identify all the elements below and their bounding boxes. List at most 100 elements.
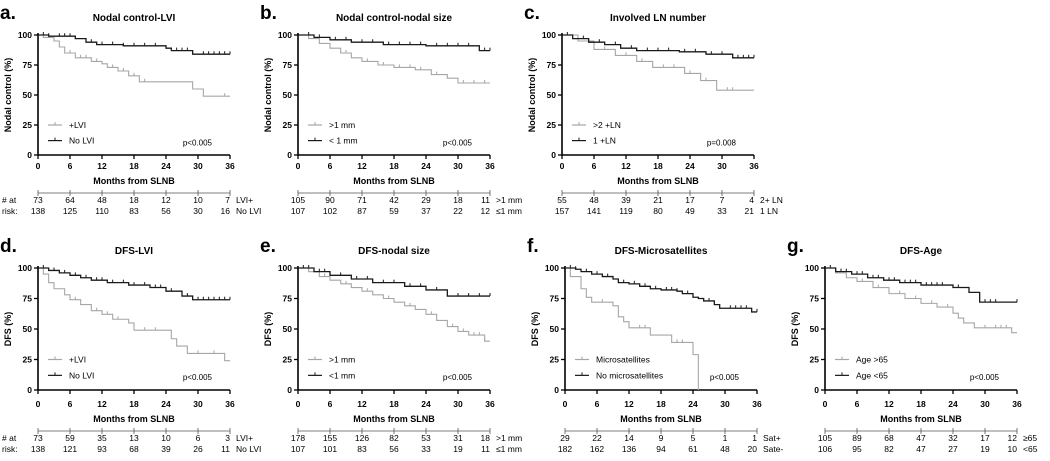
at-risk-count: 20 [748, 444, 758, 454]
at-risk-count: 47 [916, 444, 926, 454]
x-tick-label: 6 [855, 399, 860, 409]
legend-label: Age <65 [856, 370, 888, 380]
y-tick-label: 50 [283, 324, 293, 334]
at-risk-count: 48 [720, 444, 730, 454]
x-axis-label: Months from SLNB [620, 414, 702, 424]
survival-curve-gray [38, 34, 230, 97]
at-risk-count: 30 [193, 206, 203, 216]
x-tick-label: 36 [225, 399, 235, 409]
chart-panel-f: f. DFS-Microsatellites 0 25 50 75 100 DFS (%) 0 6… [527, 236, 783, 454]
y-axis-label: DFS (%) [790, 312, 800, 347]
at-risk-count: 138 [31, 444, 45, 454]
at-risk-group-label: No LVI [236, 206, 261, 216]
at-risk-count: 48 [589, 195, 599, 205]
at-risk-count: 32 [948, 433, 958, 443]
at-risk-count: 59 [65, 433, 75, 443]
at-risk-count: 19 [453, 444, 463, 454]
chart-panel-c: c. Involved LN number 0 25 50 75 100 Nodal cont… [524, 3, 783, 216]
at-risk-count: 178 [291, 433, 305, 443]
at-risk-count: 182 [558, 444, 572, 454]
y-axis-label: DFS (%) [530, 312, 540, 347]
x-tick-label: 0 [296, 161, 301, 171]
at-risk-count: 6 [196, 433, 201, 443]
x-tick-label: 6 [592, 161, 597, 171]
x-tick-label: 30 [193, 399, 203, 409]
at-risk-group-label: 1 LN [760, 206, 778, 216]
at-risk-count: 55 [557, 195, 567, 205]
x-axis-label: Months from SLNB [353, 414, 435, 424]
x-tick-label: 36 [225, 161, 235, 171]
y-tick-label: 25 [547, 120, 557, 130]
y-tick-label: 25 [810, 355, 820, 365]
chart-title: Nodal control-LVI [93, 13, 176, 24]
legend-label: < 1 mm [329, 136, 358, 146]
y-tick-label: 50 [547, 90, 557, 100]
at-risk-count: 14 [624, 433, 634, 443]
x-tick-label: 36 [485, 399, 495, 409]
x-tick-label: 24 [421, 161, 431, 171]
at-risk-count: 157 [555, 206, 569, 216]
x-tick-label: 0 [296, 399, 301, 409]
at-risk-count: 21 [653, 195, 663, 205]
panel-letter: d. [0, 236, 17, 257]
y-tick-label: 100 [805, 263, 819, 273]
legend-label: No LVI [69, 370, 94, 380]
x-tick-label: 12 [97, 161, 107, 171]
p-value: p<0.005 [970, 373, 1000, 382]
p-value: p<0.005 [710, 373, 740, 382]
y-tick-label: 100 [278, 30, 292, 40]
at-risk-count: 11 [221, 444, 230, 454]
at-risk-count: 9 [659, 433, 664, 443]
survival-curve-gray [562, 34, 754, 91]
at-risk-count: 53 [421, 433, 431, 443]
at-risk-group-label: ≥65 [1023, 433, 1037, 443]
survival-curve-gray [298, 267, 490, 342]
y-tick-label: 0 [287, 385, 292, 395]
p-value: p=0.008 [707, 138, 737, 147]
at-risk-group-label: ≤1 mm [496, 444, 522, 454]
y-tick-label: 75 [547, 60, 557, 70]
panel-letter: b. [260, 3, 277, 24]
survival-curve-black [298, 34, 490, 52]
x-tick-label: 30 [193, 161, 203, 171]
at-risk-group-label: Sat+ [763, 433, 781, 443]
x-axis-label: Months from SLNB [93, 414, 175, 424]
x-tick-label: 12 [357, 399, 367, 409]
at-risk-count: 18 [453, 195, 463, 205]
y-tick-label: 50 [283, 90, 293, 100]
p-value: p<0.005 [183, 373, 213, 382]
at-risk-count: 10 [193, 195, 203, 205]
at-risk-count: 105 [291, 195, 305, 205]
at-risk-count: 82 [884, 444, 894, 454]
at-risk-count: 33 [421, 444, 431, 454]
x-tick-label: 24 [161, 161, 171, 171]
at-risk-count: 68 [129, 444, 139, 454]
at-risk-count: 94 [656, 444, 666, 454]
at-risk-count: 56 [389, 444, 399, 454]
chart-title: DFS-Age [900, 246, 943, 257]
x-tick-label: 24 [685, 161, 695, 171]
survival-curve-gray [298, 34, 490, 84]
legend-label: +LVI [69, 355, 86, 365]
at-risk-count: 136 [622, 444, 636, 454]
at-risk-count: 22 [453, 206, 463, 216]
survival-curve-black [38, 267, 230, 301]
y-tick-label: 0 [554, 385, 559, 395]
p-value: p<0.005 [443, 138, 473, 147]
at-risk-count: 42 [389, 195, 399, 205]
y-tick-label: 0 [814, 385, 819, 395]
chart-title: DFS-Microsatellites [615, 246, 708, 257]
x-tick-label: 12 [884, 399, 894, 409]
at-risk-count: 39 [161, 444, 171, 454]
at-risk-count: 18 [129, 195, 139, 205]
x-axis-label: Months from SLNB [353, 176, 435, 186]
chart-title: Involved LN number [610, 13, 706, 24]
y-axis-label: DFS (%) [263, 312, 273, 347]
y-tick-label: 100 [278, 263, 292, 273]
at-risk-count: 21 [745, 206, 755, 216]
risk-table-label: # at [2, 433, 17, 443]
at-risk-group-label: ≤1 mm [496, 206, 522, 216]
y-tick-label: 100 [18, 263, 32, 273]
